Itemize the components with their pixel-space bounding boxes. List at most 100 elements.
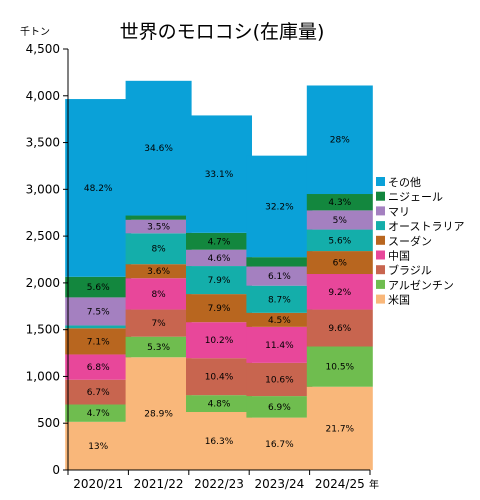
bar-segment <box>65 421 132 470</box>
data-label: 5.3% <box>147 343 170 353</box>
bar-segment <box>65 328 132 355</box>
legend-swatch <box>376 250 385 260</box>
bar-segment <box>306 194 373 211</box>
legend-swatch <box>376 235 385 245</box>
bar-segment <box>306 85 373 195</box>
legend-label: 中国 <box>388 250 410 263</box>
bar-segment <box>65 354 132 380</box>
data-label: 13% <box>88 442 108 452</box>
bar-segment <box>186 411 252 470</box>
bar-segment <box>186 249 252 267</box>
bar-segment <box>186 294 252 323</box>
bar-segment <box>125 80 192 216</box>
x-axis-unit-label: 年 <box>369 478 379 491</box>
legend-label: スーダン <box>388 234 432 248</box>
y-tick-label: 4,500 <box>26 42 60 56</box>
y-tick-label: 3,500 <box>26 136 60 150</box>
data-label: 5.6% <box>328 236 351 246</box>
data-label: 10.6% <box>265 375 294 385</box>
bar-segment <box>186 322 252 359</box>
y-tick-label: 0 <box>52 463 60 477</box>
bar-segment <box>125 278 192 310</box>
data-label: 4.8% <box>208 400 231 410</box>
data-label: 8% <box>151 245 166 255</box>
data-label: 10.4% <box>205 373 234 383</box>
legend-label: オーストラリア <box>388 220 464 233</box>
data-label: 6.8% <box>87 363 110 373</box>
x-tick-label: 2021/22 <box>134 477 184 491</box>
x-tick-label: 2020/21 <box>73 477 123 491</box>
y-tick-label: 3,000 <box>26 182 60 196</box>
data-label: 7.9% <box>208 276 231 286</box>
bar-segment <box>306 229 373 252</box>
data-label: 7.5% <box>87 307 110 317</box>
bars-group: 13% 4.7% 6.7% 6.8% 7.1% 7.5% 5.6% 48.2% 28.9% 5.3… <box>65 80 373 470</box>
bar-segment <box>306 309 373 347</box>
data-label: 16.3% <box>205 437 234 447</box>
legend-swatch <box>376 206 385 216</box>
bar-segment <box>306 251 373 275</box>
data-label: 10.5% <box>326 363 355 373</box>
data-label: 3.5% <box>147 223 170 233</box>
data-label: 34.6% <box>144 144 173 154</box>
data-label: 7.1% <box>87 337 110 347</box>
legend-label: ブラジル <box>388 263 432 277</box>
bar-segment <box>246 266 313 286</box>
data-label: 4.6% <box>208 254 231 264</box>
bar-segment <box>125 309 192 337</box>
data-label: 28.9% <box>144 410 173 420</box>
data-label: 8% <box>151 290 166 300</box>
y-tick-label: 2,500 <box>26 229 60 243</box>
bar-segment <box>125 215 192 220</box>
bar-segment <box>246 312 313 327</box>
bar-segment <box>125 233 192 265</box>
legend-swatch <box>376 177 385 186</box>
y-tick-label: 2,000 <box>26 276 60 290</box>
bar-segment <box>246 257 313 267</box>
legend-label: マリ <box>388 205 410 218</box>
data-label: 5.6% <box>87 283 110 293</box>
bar-segment <box>186 266 252 295</box>
legend-swatch <box>376 191 385 201</box>
data-label: 16.7% <box>265 440 294 450</box>
y-axis-unit-label: 千トン <box>20 26 50 38</box>
bar-segment <box>246 326 313 363</box>
data-label: 9.6% <box>328 324 351 334</box>
bar-segment <box>65 325 132 329</box>
legend-swatch <box>376 294 385 304</box>
x-tick-label: 2023/24 <box>254 477 304 491</box>
bar-segment <box>125 264 192 279</box>
bar-segment <box>306 386 373 470</box>
data-label: 3.6% <box>147 267 170 277</box>
bar-segment <box>246 285 313 313</box>
bar-segment <box>125 357 192 470</box>
data-label: 6.9% <box>268 403 291 413</box>
legend-swatch <box>376 265 385 275</box>
data-label: 33.1% <box>205 170 234 180</box>
bar-segment <box>246 417 313 470</box>
legend-label: 米国 <box>388 294 410 307</box>
x-tick-label: 2024/25 <box>315 477 365 491</box>
bar-segment <box>125 336 192 358</box>
bar-segment <box>246 362 313 397</box>
y-tick-label: 4,000 <box>26 89 60 103</box>
data-label: 48.2% <box>84 184 113 194</box>
data-label: 6.7% <box>87 388 110 398</box>
data-label: 4.7% <box>208 237 231 247</box>
bar-segment <box>186 358 252 396</box>
data-label: 5% <box>333 216 348 226</box>
data-label: 6.1% <box>268 272 291 282</box>
data-label: 11.4% <box>265 341 294 351</box>
x-tick-label: 2022/23 <box>194 477 244 491</box>
data-label: 28% <box>330 136 350 146</box>
legend-label: アルゼンチン <box>388 279 454 292</box>
legend-label: その他 <box>388 176 421 189</box>
bar-segment <box>246 155 313 258</box>
data-label: 4.5% <box>268 316 291 326</box>
y-tick-label: 1,500 <box>26 323 60 337</box>
bar-segment <box>306 274 373 310</box>
bar-segment <box>65 99 132 277</box>
